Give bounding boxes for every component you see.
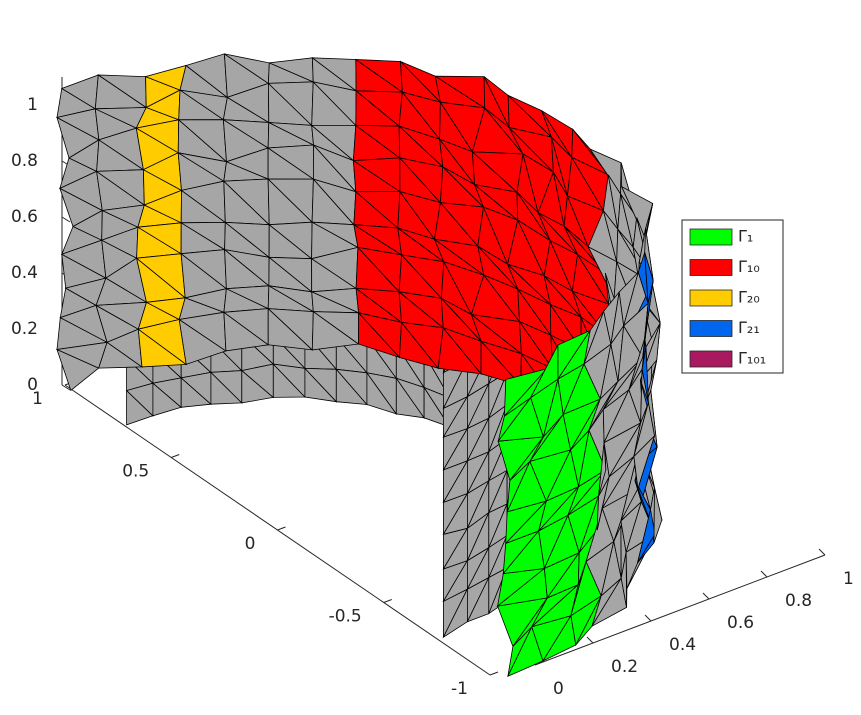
y-tick [277,526,286,531]
y-tick-label: 1 [32,389,43,409]
mesh [55,53,663,677]
x-tick-label: 0.4 [669,635,696,655]
x-tick-label: 1 [843,569,854,589]
boundary-face [637,509,656,564]
x-tick [644,614,652,622]
legend-swatch [689,259,733,276]
x-tick [702,592,710,600]
y-tick-label: 0 [245,534,256,554]
x-axis [534,554,826,666]
z-tick [61,384,71,391]
mesh-face [633,402,655,458]
mesh-face [642,303,649,358]
z-tick-label: 0.8 [11,151,38,171]
y-tick [489,671,499,676]
z-tick [61,216,71,223]
mesh-face [598,442,607,497]
x-tick-label: 0.6 [727,613,754,633]
z-tick-label: 0.2 [11,319,38,339]
z-tick-label: 0.4 [11,263,38,283]
x-tick [586,636,594,644]
x-tick [760,570,768,578]
z-tick-label: 0 [27,375,38,395]
legend-label: Γ₂₁ [738,318,760,337]
legend-swatch [689,320,733,337]
legend-label: Γ₂₀ [738,288,760,307]
y-tick-label: -1 [451,679,468,699]
y-tick [383,599,392,603]
x-tick [818,548,826,556]
legend-label: Γ₁ [738,227,753,246]
z-tick-label: 0.6 [11,207,38,227]
mesh-face [653,487,663,543]
legend-swatch [689,350,733,368]
legend-swatch [689,289,733,307]
y-tick-label: 0.5 [122,462,149,482]
y-tick-label: -0.5 [329,607,362,627]
x-tick-label: 0.8 [785,591,812,611]
x-tick-label: 0.2 [611,657,638,677]
z-tick-label: 1 [27,95,38,115]
x-tick-label: 0 [553,679,564,699]
legend-swatch [689,228,733,246]
legend-label: Γ₁₀₁ [738,349,766,368]
legend-label: Γ₁₀ [738,257,760,276]
y-tick [171,454,180,458]
legend: Γ₁ Γ₁₀ Γ₂₀ Γ₂₁ Γ₁₀₁ [681,219,784,374]
